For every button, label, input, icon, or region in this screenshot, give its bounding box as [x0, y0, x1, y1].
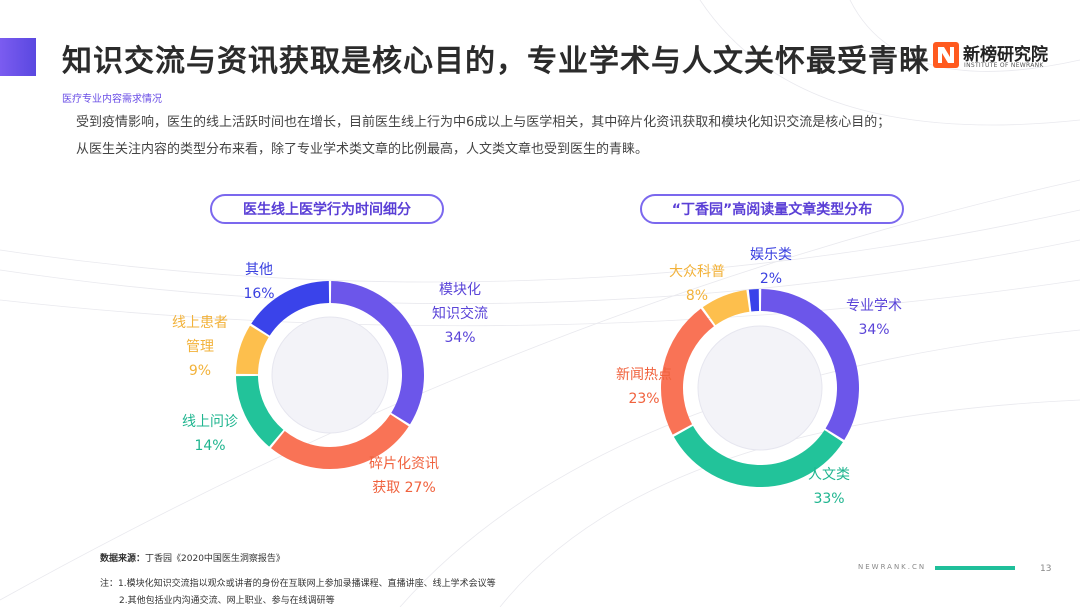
footnote-1: 注：1.模块化知识交流指以观众或讲者的身份在互联网上参加录播课程、直播讲座、线上… [100, 579, 496, 589]
slice-label-模块化知识交流: 模块化知识交流 34% [432, 278, 488, 350]
slice-label-line-1: 8% [685, 288, 709, 304]
newrank-logo-icon [933, 42, 959, 68]
slice-label-line-1: 2% [759, 271, 783, 287]
slice-label-line-0: 线上患者 [172, 315, 228, 331]
slice-label-line-0: 专业学术 [846, 298, 902, 314]
donut-slice-线上问诊 [236, 375, 284, 447]
description-line-2: 从医生关注内容的类型分布来看，除了专业学术类文章的比例最高，人文类文章也受到医生… [76, 142, 649, 157]
donut-slice-模块化知识交流 [330, 281, 424, 425]
slice-label-碎片化资讯获取: 碎片化资讯获取 27% [369, 452, 439, 500]
data-source: 数据来源：丁香园《2020中国医生洞察报告》 [100, 551, 285, 564]
slice-label-大众科普: 大众科普 8% [669, 260, 725, 308]
slice-label-line-0: 娱乐类 [750, 247, 792, 263]
slice-label-专业学术: 专业学术 34% [846, 294, 902, 342]
slice-label-line-0: 线上问诊 [182, 414, 238, 430]
slice-label-line-1: 23% [628, 391, 660, 407]
slice-label-line-1: 16% [243, 286, 275, 302]
slice-label-线上问诊: 线上问诊 14% [182, 410, 238, 458]
slice-label-line-0: 模块化 [439, 282, 481, 298]
slice-label-line-2: 34% [444, 330, 476, 346]
slice-label-line-1: 14% [194, 438, 226, 454]
slice-label-line-0: 大众科普 [669, 264, 725, 280]
slice-label-line-1: 知识交流 [432, 306, 488, 322]
slice-label-line-1: 33% [813, 491, 845, 507]
footnote-2: 2.其他包括业内沟通交流、网上职业、参与在线调研等 [119, 596, 335, 606]
donut-slice-专业学术 [760, 289, 859, 440]
slice-label-其他: 其他 16% [243, 258, 274, 306]
page-title: 知识交流与资讯获取是核心目的，专业学术与人文关怀最受青睐 [62, 44, 930, 79]
donut-center-1 [697, 325, 823, 451]
slice-label-新闻热点: 新闻热点 23% [616, 363, 672, 411]
donut-slice-碎片化资讯获取 [270, 414, 409, 469]
donut-slice-大众科普 [702, 289, 750, 326]
slice-label-人文类: 人文类 33% [808, 463, 850, 511]
newrank-logo: 新榜研究院 INSTITUTE OF NEWRANK [933, 40, 1063, 74]
slice-label-line-0: 新闻热点 [616, 367, 672, 383]
page-number: 13 [1040, 564, 1052, 574]
slice-label-line-0: 碎片化资讯 [369, 456, 439, 472]
section-subtitle: 医疗专业内容需求情况 [62, 94, 162, 105]
footer-accent-line [935, 566, 1015, 570]
chart-title-right: “丁香园”高阅读量文章类型分布 [640, 194, 904, 224]
chart-title-left: 医生线上医学行为时间细分 [210, 194, 444, 224]
slice-label-线上患者管理: 线上患者管理 9% [172, 311, 228, 383]
slice-label-line-0: 人文类 [808, 467, 850, 483]
slice-label-line-1: 管理 [186, 339, 214, 355]
donut-slice-娱乐类 [748, 289, 760, 312]
slice-label-line-1: 34% [858, 322, 890, 338]
slice-label-line-2: 9% [188, 363, 212, 379]
footer-site: NEWRANK.CN [858, 563, 927, 571]
description-line-1: 受到疫情影响，医生的线上活跃时间也在增长，目前医生线上行为中6成以上与医学相关，… [76, 115, 891, 130]
source-text: 丁香园《2020中国医生洞察报告》 [145, 554, 285, 564]
slice-label-娱乐类: 娱乐类 2% [750, 243, 792, 291]
logo-name: 新榜研究院 [963, 45, 1048, 65]
title-accent-bar [0, 38, 36, 76]
slice-label-line-1: 获取 27% [372, 480, 436, 496]
donut-slice-线上患者管理 [236, 325, 269, 375]
donut-slice-人文类 [673, 425, 843, 487]
donut-center-0 [271, 316, 389, 434]
slice-label-line-0: 其他 [245, 262, 273, 278]
donut-slice-其他 [251, 281, 330, 337]
donut-slice-新闻热点 [661, 308, 715, 435]
logo-subtitle: INSTITUTE OF NEWRANK [964, 62, 1044, 69]
source-label: 数据来源： [100, 554, 146, 564]
